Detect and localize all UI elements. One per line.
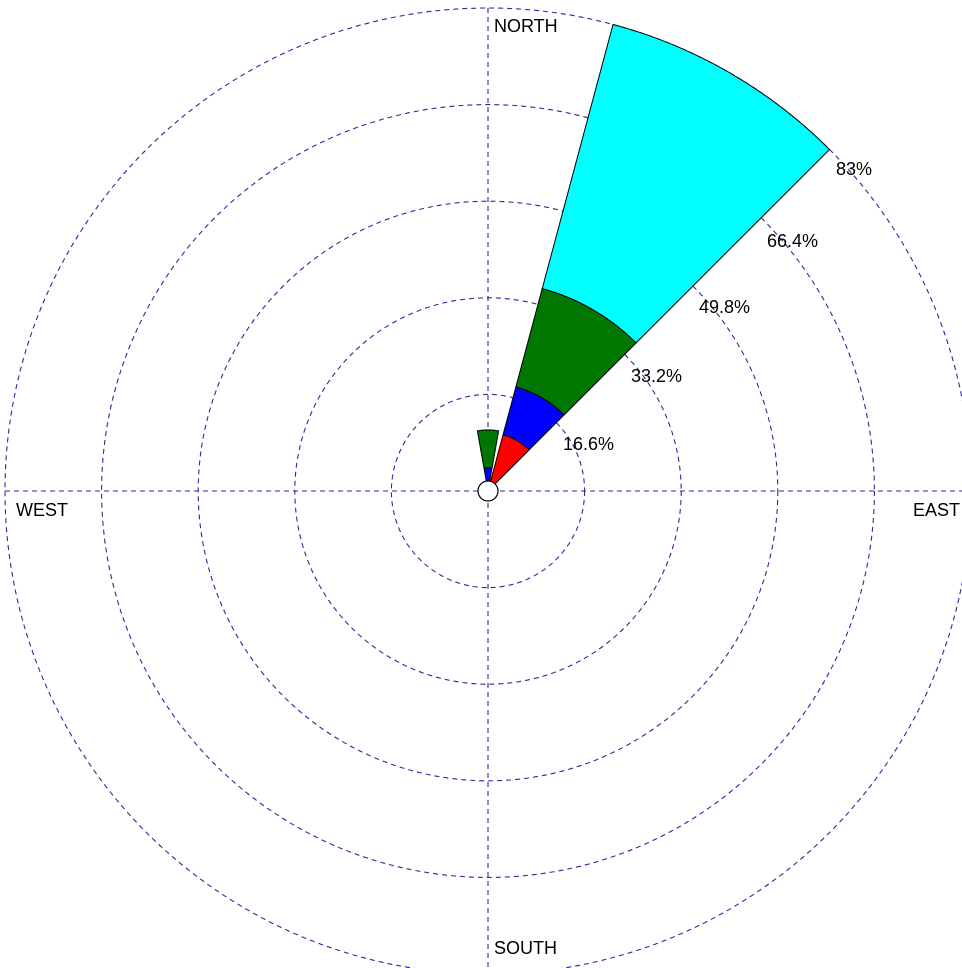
ring-label-2: 33.2% bbox=[631, 366, 682, 386]
center-marker bbox=[477, 480, 499, 502]
petal-layer bbox=[476, 23, 831, 493]
ring-label-4: 66.4% bbox=[767, 231, 818, 251]
south-label: SOUTH bbox=[494, 938, 557, 958]
west-label: WEST bbox=[16, 500, 68, 520]
grid-layer bbox=[4, 7, 962, 968]
petal-sector-1-segment-2 bbox=[476, 429, 500, 469]
label-layer: NORTH EAST SOUTH WEST 16.6% 33.2% 49.8% … bbox=[16, 16, 960, 958]
ring-label-3: 49.8% bbox=[699, 297, 750, 317]
grid-ring-4 bbox=[101, 104, 875, 878]
east-label: EAST bbox=[913, 500, 960, 520]
ring-label-5: 83% bbox=[836, 159, 872, 179]
petal-sector-2-segment-4 bbox=[541, 23, 831, 344]
ring-label-1: 16.6% bbox=[563, 434, 614, 454]
north-label: NORTH bbox=[494, 16, 558, 36]
